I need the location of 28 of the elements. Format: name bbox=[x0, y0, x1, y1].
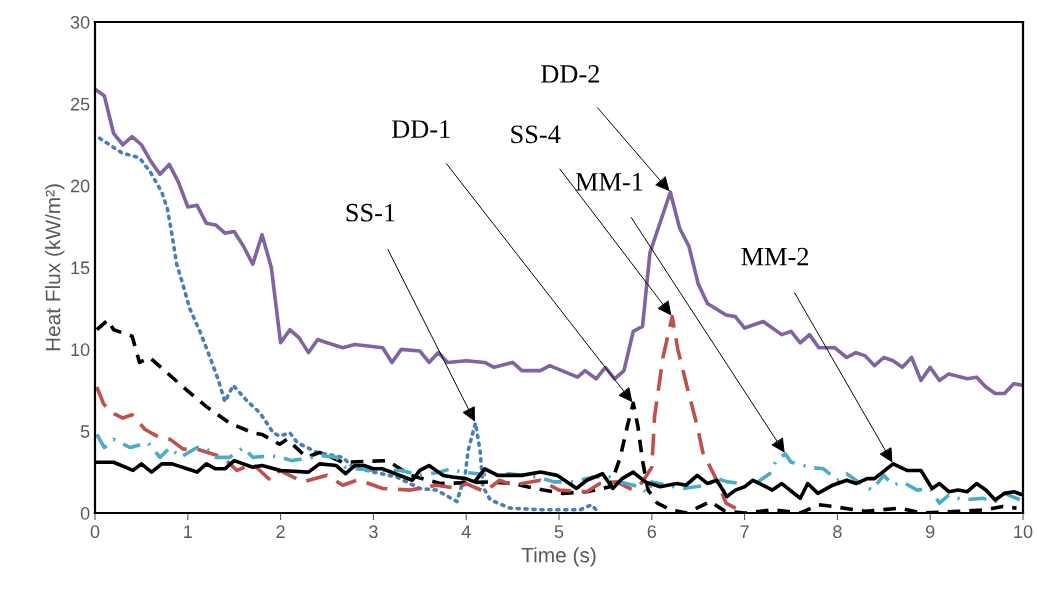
line-series bbox=[95, 432, 1023, 505]
y-tick-label: 10 bbox=[71, 343, 90, 357]
y-tick-label: 25 bbox=[70, 97, 90, 111]
x-tick-label: 7 bbox=[740, 525, 749, 538]
y-tick-label: 30 bbox=[70, 15, 90, 29]
annotation: DD-1 bbox=[391, 120, 450, 138]
x-tick-label: 9 bbox=[926, 525, 935, 539]
x-tick-label: 8 bbox=[833, 525, 842, 539]
x-tick-label: 0 bbox=[90, 525, 100, 539]
x-tick-label: 2 bbox=[276, 525, 285, 538]
annotation: MM-2 bbox=[741, 247, 809, 266]
line-series bbox=[95, 87, 1023, 396]
y-tick-label: 15 bbox=[71, 261, 90, 275]
x-tick-label: 5 bbox=[554, 525, 564, 539]
y-axis-title: Heat Flux (kW/m²) bbox=[45, 184, 65, 351]
y-tick-label: 20 bbox=[70, 179, 90, 193]
x-tick-label: 3 bbox=[369, 525, 378, 539]
x-axis-title: Time (s) bbox=[521, 547, 596, 567]
x-tick-label: 1 bbox=[184, 525, 192, 538]
annotation: DD-2 bbox=[541, 65, 599, 83]
y-tick-label: 5 bbox=[80, 425, 90, 438]
y-tick-label: 0 bbox=[80, 506, 90, 520]
x-tick-label: 6 bbox=[647, 525, 657, 539]
annotation: MM-1 bbox=[575, 173, 643, 191]
x-tick-label: 4 bbox=[461, 525, 471, 538]
x-tick-label: 10 bbox=[1014, 525, 1033, 539]
annotation: SS-4 bbox=[511, 125, 561, 144]
annotation: SS-1 bbox=[346, 203, 395, 222]
